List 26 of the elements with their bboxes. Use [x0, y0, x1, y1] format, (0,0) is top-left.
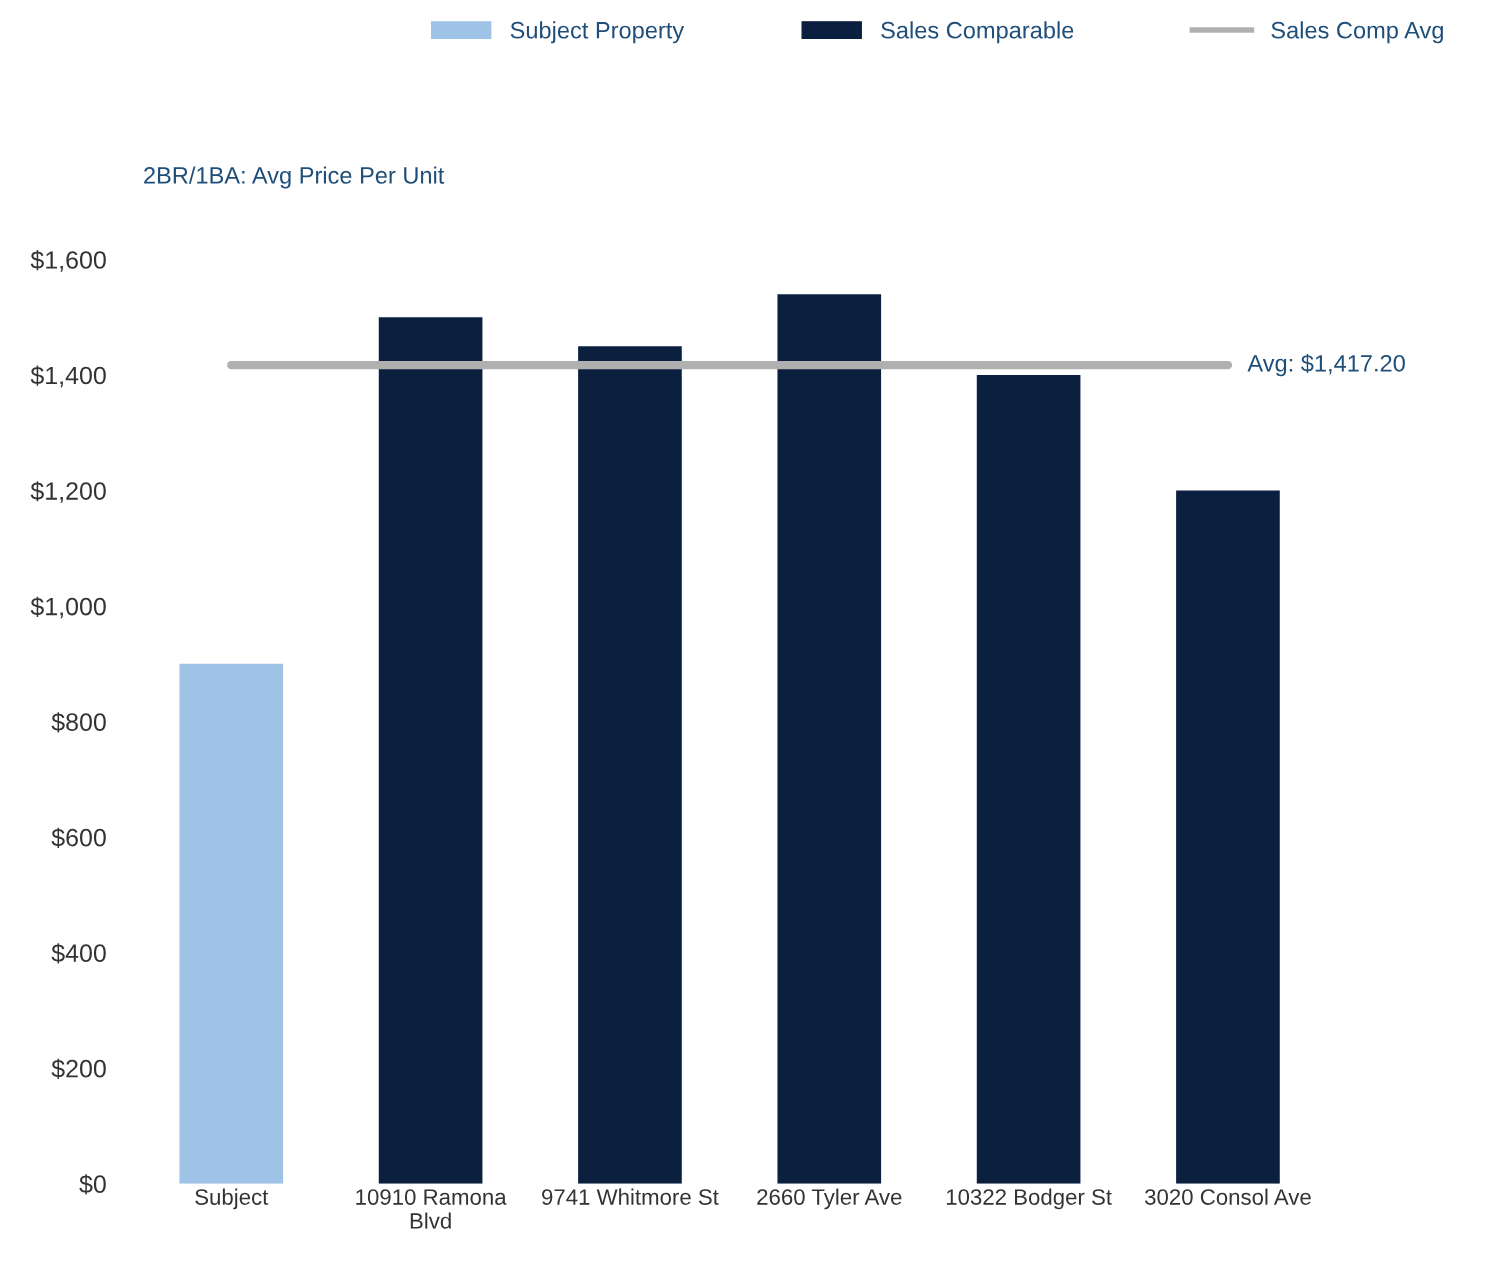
- bar: [378, 317, 483, 1184]
- x-tick-label: Subject: [195, 1188, 269, 1210]
- y-tick-label: $1,400: [30, 365, 106, 388]
- y-tick-label: $400: [51, 943, 106, 964]
- annotation: Avg: $1,417.20: [1247, 353, 1405, 377]
- bar: [578, 346, 682, 1184]
- bar: [976, 375, 1081, 1184]
- x-tick-label: 9741 Whitmore St: [542, 1188, 719, 1205]
- x-tick-label: 3020 Consol Ave: [1144, 1188, 1311, 1205]
- x-tick-label: 10322 Bodger St: [946, 1188, 1112, 1210]
- legend-label: Subject Property: [510, 21, 685, 44]
- y-tick-label: $1,000: [30, 596, 106, 619]
- bar: [179, 663, 284, 1184]
- legend-label: Sales Comparable: [881, 21, 1074, 44]
- bar: [777, 294, 882, 1184]
- y-tick-label: $600: [51, 827, 106, 848]
- chart-title: 2BR/1BA: Avg Price Per Unit: [144, 166, 445, 189]
- legend-label: Sales Comp Avg: [1271, 21, 1443, 44]
- y-tick-label: $0: [79, 1174, 106, 1195]
- y-tick-label: $1,600: [30, 250, 106, 272]
- y-tick-label: $1,200: [30, 481, 106, 503]
- x-tick-label: 10910 Ramona Blvd: [356, 1189, 507, 1229]
- bar: [1176, 490, 1280, 1184]
- y-tick-label: $200: [51, 1058, 106, 1079]
- x-tick-label: 2660 Tyler Ave: [757, 1188, 902, 1210]
- y-tick-label: $800: [51, 712, 106, 733]
